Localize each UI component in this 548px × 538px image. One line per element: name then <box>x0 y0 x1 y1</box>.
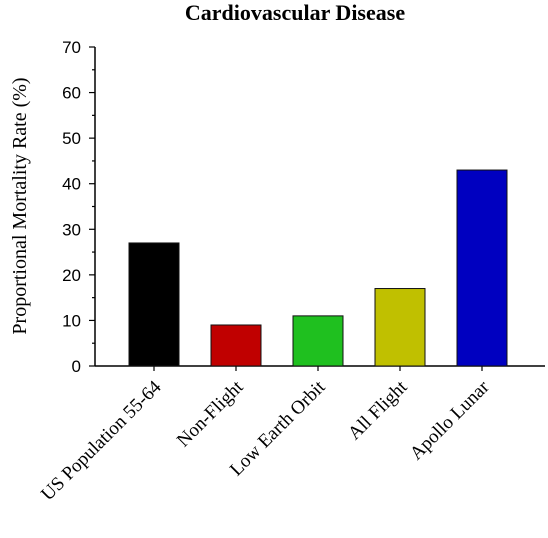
bar-all-flight <box>374 288 426 367</box>
bar-apollo-lunar <box>456 169 508 367</box>
category-label: US Population 55-64 <box>37 376 166 505</box>
y-tick-label: 40 <box>62 175 81 194</box>
bars-group <box>128 169 508 367</box>
category-label: All Flight <box>344 376 412 444</box>
bar-non-flight <box>210 324 262 367</box>
category-label: Apollo Lunar <box>406 376 494 464</box>
chart-title: Cardiovascular Disease <box>185 0 405 25</box>
y-tick-label: 60 <box>62 84 81 103</box>
y-axis-label: Proportional Mortality Rate (%) <box>9 77 31 334</box>
y-tick-label: 10 <box>62 311 81 330</box>
bar-low-earth-orbit <box>292 315 344 367</box>
y-axis: 0 10 20 30 40 50 60 70 <box>62 38 96 376</box>
y-tick-label: 30 <box>62 220 81 239</box>
y-tick-label: 70 <box>62 38 81 57</box>
bar-us-population-55-64 <box>128 242 180 367</box>
y-tick-label: 20 <box>62 266 81 285</box>
y-tick-label: 50 <box>62 129 81 148</box>
category-label: Non-Flight <box>173 376 248 451</box>
x-axis <box>95 365 545 371</box>
y-tick-label: 0 <box>72 357 81 376</box>
